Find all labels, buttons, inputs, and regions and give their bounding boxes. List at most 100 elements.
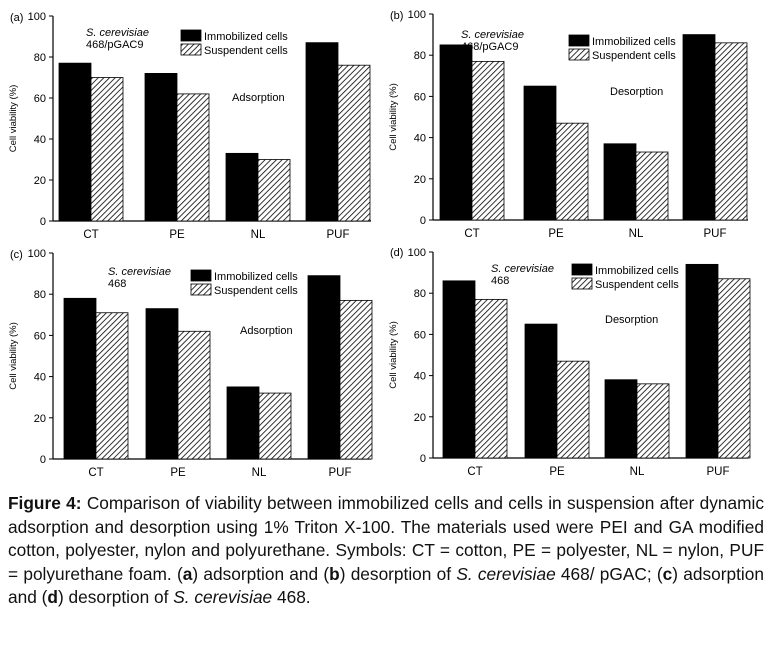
y-tick-label: 40: [34, 134, 46, 146]
strain-label: 468: [108, 278, 126, 290]
process-annotation: Desorption: [605, 314, 658, 326]
bar-immobilized-nl: [604, 379, 638, 459]
x-tick-label: PUF: [329, 467, 352, 479]
y-axis-label: Cell viability (%): [8, 85, 19, 153]
legend-label-immobilized: Immobilized cells: [595, 265, 679, 277]
chart-panel-a: 0 20 40 60 80 100 Cell viability (%) CT PE NL PUF (…: [8, 11, 371, 241]
legend-swatch-immobilized: [571, 263, 593, 276]
strain-label: 468/pGAC9: [461, 41, 518, 53]
chart-panel-d: 0 20 40 60 80 100 Cell viability (%) CT PE NL PUF (…: [388, 247, 751, 478]
y-tick-label: 80: [414, 50, 426, 62]
chart-panel-b: 0 20 40 60 80 100 Cell viability (%) CT PE NL PUF (…: [388, 9, 748, 240]
y-tick-label: 100: [408, 9, 426, 21]
x-tick-label: NL: [630, 466, 645, 478]
legend-label-immobilized: Immobilized cells: [214, 271, 298, 283]
x-tick-label: CT: [464, 228, 479, 240]
legend-swatch-immobilized: [180, 29, 202, 42]
bar-suspendent-puf: [717, 278, 751, 459]
organism-label: S. cerevisiae: [108, 266, 171, 278]
x-tick-label: CT: [467, 466, 482, 478]
x-tick-label: NL: [252, 467, 267, 479]
process-annotation: Adsorption: [240, 325, 293, 337]
y-tick-label: 0: [420, 453, 426, 465]
bar-immobilized-nl: [603, 143, 637, 221]
legend-swatch-suspendent: [180, 43, 202, 56]
y-tick-label: 100: [28, 11, 46, 23]
bar-immobilized-puf: [685, 263, 719, 459]
panel-label: (c): [10, 249, 23, 261]
legend: Immobilized cells Suspendent cells: [568, 34, 676, 62]
legend: Immobilized cells Suspendent cells: [190, 269, 298, 297]
y-axis-label: Cell viability (%): [8, 322, 19, 390]
x-tick-label: PE: [549, 466, 565, 478]
legend-label-suspendent: Suspendent cells: [204, 45, 288, 57]
legend-label-suspendent: Suspendent cells: [595, 279, 679, 291]
bar-immobilized-nl: [225, 152, 259, 222]
x-tick-label: PUF: [707, 466, 730, 478]
y-tick-label: 40: [414, 133, 426, 145]
legend-swatch-immobilized: [190, 269, 212, 282]
y-tick-label: 0: [420, 215, 426, 227]
y-axis-label: Cell viability (%): [388, 83, 399, 151]
x-tick-label: PUF: [327, 229, 350, 241]
legend-label-immobilized: Immobilized cells: [592, 36, 676, 48]
bar-immobilized-ct: [439, 44, 473, 221]
x-tick-label: NL: [629, 228, 644, 240]
chart-panel-c: 0 20 40 60 80 100 Cell viability (%) CT PE NL PUF (…: [8, 248, 373, 479]
bar-suspendent-pe: [176, 93, 210, 222]
y-tick-label: 60: [34, 330, 46, 342]
figure-caption: Figure 4: Comparison of viability betwee…: [8, 493, 764, 608]
y-tick-label: 20: [34, 175, 46, 187]
bar-suspendent-puf: [337, 64, 371, 222]
bar-suspendent-puf: [339, 299, 373, 460]
bar-immobilized-pe: [524, 323, 558, 459]
legend-swatch-suspendent: [568, 48, 590, 61]
bar-immobilized-ct: [58, 62, 92, 222]
bar-suspendent-ct: [474, 298, 508, 459]
bar-suspendent-nl: [636, 383, 670, 459]
y-tick-label: 60: [414, 91, 426, 103]
legend-swatch-suspendent: [190, 283, 212, 296]
x-tick-label: NL: [251, 229, 266, 241]
y-tick-label: 20: [34, 413, 46, 425]
x-tick-label: CT: [88, 467, 103, 479]
bar-immobilized-pe: [523, 85, 557, 221]
process-annotation: Adsorption: [232, 92, 285, 104]
y-tick-label: 40: [414, 371, 426, 383]
bar-suspendent-pe: [555, 122, 589, 221]
bar-immobilized-ct: [63, 297, 97, 460]
legend-label-suspendent: Suspendent cells: [214, 285, 298, 297]
legend-label-suspendent: Suspendent cells: [592, 50, 676, 62]
organism-label: S. cerevisiae: [86, 27, 149, 39]
bar-suspendent-nl: [257, 159, 291, 222]
organism-label: S. cerevisiae: [461, 29, 524, 41]
legend: Immobilized cells Suspendent cells: [571, 263, 679, 291]
legend-label-immobilized: Immobilized cells: [204, 31, 288, 43]
bar-suspendent-puf: [714, 42, 748, 221]
bar-immobilized-puf: [307, 275, 341, 460]
bar-immobilized-puf: [682, 34, 716, 221]
x-tick-label: PUF: [704, 228, 727, 240]
y-tick-label: 20: [414, 174, 426, 186]
x-tick-label: PE: [548, 228, 564, 240]
strain-label: 468: [491, 275, 509, 287]
bar-immobilized-ct: [442, 280, 476, 459]
panel-label: (a): [10, 12, 23, 24]
bar-suspendent-pe: [556, 360, 590, 459]
panel-label: (b): [390, 10, 403, 22]
y-tick-label: 80: [34, 52, 46, 64]
x-tick-label: PE: [169, 229, 185, 241]
y-tick-label: 80: [34, 289, 46, 301]
y-axis-label: Cell viability (%): [388, 321, 399, 389]
y-tick-label: 100: [28, 248, 46, 260]
x-tick-label: CT: [83, 229, 98, 241]
panel-label: (d): [390, 247, 403, 259]
y-tick-label: 40: [34, 372, 46, 384]
caption-figure-label: Figure 4:: [8, 493, 82, 513]
bar-suspendent-nl: [258, 392, 292, 460]
bar-suspendent-pe: [177, 330, 211, 460]
bar-immobilized-nl: [226, 386, 260, 460]
y-tick-label: 0: [40, 216, 46, 228]
legend: Immobilized cells Suspendent cells: [180, 29, 288, 57]
organism-label: S. cerevisiae: [491, 263, 554, 275]
